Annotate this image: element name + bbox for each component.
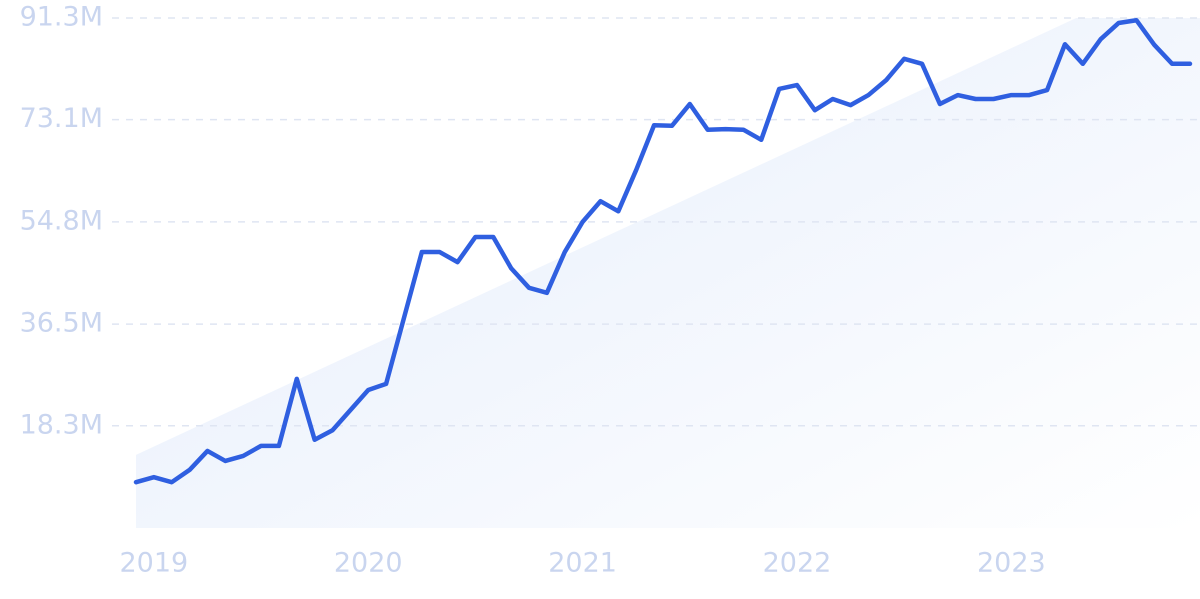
y-tick-label: 54.8M: [20, 205, 103, 236]
x-tick-label: 2022: [763, 548, 832, 579]
y-tick-label: 73.1M: [20, 103, 103, 134]
data-line: [133, 17, 1193, 485]
x-tick-label: 2021: [548, 548, 617, 579]
y-tick-label: 18.3M: [20, 409, 103, 440]
trend-area: [136, 18, 1200, 528]
y-tick-label: 91.3M: [20, 2, 103, 33]
x-tick-label: 2020: [334, 548, 403, 579]
x-tick-label: 2019: [120, 548, 189, 579]
y-tick-label: 36.5M: [20, 308, 103, 339]
x-tick-label: 2023: [977, 548, 1046, 579]
